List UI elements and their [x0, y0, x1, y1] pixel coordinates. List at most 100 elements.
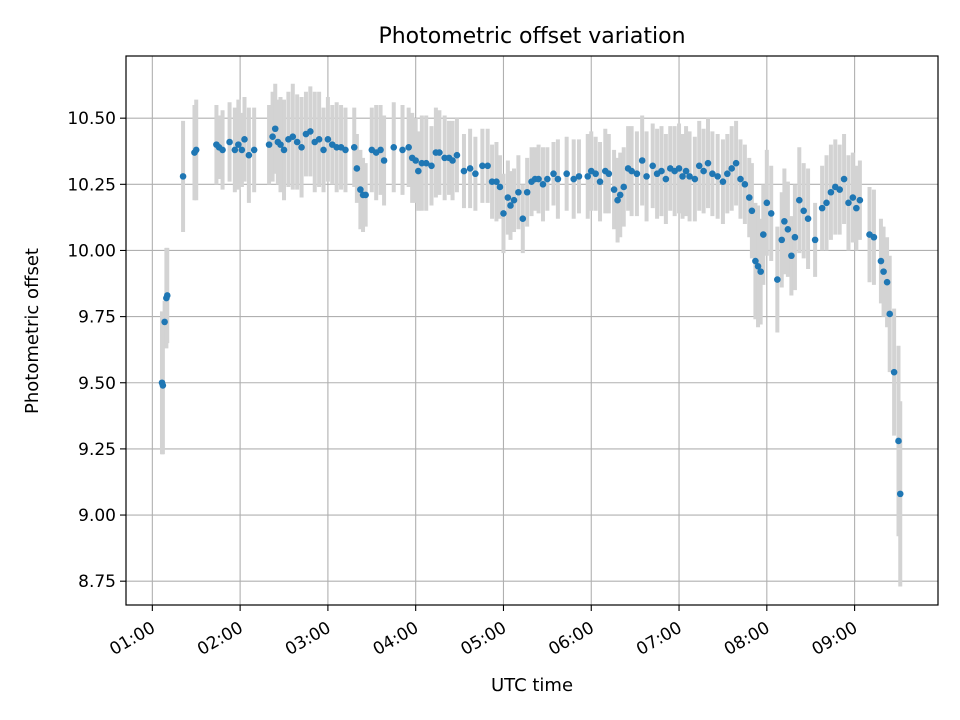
data-point [479, 162, 486, 170]
data-point [539, 181, 547, 188]
data-point [159, 382, 167, 389]
data-point [778, 236, 786, 244]
data-point [800, 207, 807, 215]
y-tick-label: 9.25 [78, 440, 116, 460]
data-point [840, 175, 848, 183]
data-point [767, 210, 775, 217]
data-point [226, 138, 233, 146]
y-tick-label: 10.50 [67, 109, 116, 129]
data-point [405, 143, 412, 151]
data-point [519, 215, 527, 223]
data-point [788, 252, 795, 260]
data-point [633, 170, 641, 178]
data-point [845, 199, 852, 207]
chart-title: Photometric offset variation [378, 24, 685, 49]
data-point [741, 181, 749, 188]
data-point [757, 268, 764, 275]
data-point [596, 178, 604, 185]
data-point [853, 204, 860, 212]
data-point [515, 188, 522, 196]
data-point [679, 173, 686, 180]
data-point [554, 175, 562, 183]
data-point [436, 149, 443, 156]
data-point [691, 175, 699, 183]
data-point [390, 143, 398, 151]
data-point [791, 233, 799, 241]
y-axis-label: Photometric offset [22, 248, 43, 414]
data-point [682, 167, 690, 175]
data-point [289, 133, 297, 140]
data-point [737, 175, 744, 183]
data-point [298, 143, 305, 151]
data-point [245, 151, 253, 159]
data-point [610, 186, 618, 193]
data-point [484, 162, 491, 170]
data-point [510, 196, 518, 204]
data-point [377, 146, 384, 154]
data-point [161, 318, 168, 326]
data-point [575, 173, 583, 180]
data-point [238, 146, 246, 154]
data-point [811, 236, 819, 244]
data-point [415, 167, 422, 175]
data-point [614, 196, 621, 204]
data-point [277, 141, 284, 148]
data-point [550, 170, 557, 178]
data-point [399, 146, 406, 154]
data-point [714, 173, 721, 180]
data-point [241, 136, 248, 143]
data-point [823, 199, 830, 207]
data-point [605, 170, 613, 178]
data-point [422, 159, 430, 167]
data-point [686, 173, 693, 180]
data-point [357, 186, 364, 193]
data-point [895, 437, 902, 445]
data-point [428, 162, 435, 170]
data-point [781, 218, 788, 225]
data-point [883, 278, 891, 286]
data-point [507, 202, 514, 209]
data-point [342, 146, 349, 154]
data-point [500, 210, 507, 217]
data-point [628, 167, 635, 175]
data-point [709, 170, 716, 178]
data-point [728, 165, 736, 172]
data-point [886, 310, 894, 318]
data-point [472, 170, 479, 178]
y-tick-label: 9.00 [78, 506, 116, 526]
data-point [250, 146, 258, 154]
data-point [265, 141, 273, 148]
data-point [449, 157, 456, 164]
data-point [649, 162, 657, 170]
data-point [616, 191, 624, 199]
data-point [493, 178, 500, 185]
data-point [269, 133, 276, 140]
plot-frame [125, 55, 939, 606]
data-point [350, 143, 358, 151]
data-point [380, 157, 388, 164]
y-tick-label: 10.25 [67, 175, 116, 195]
data-point [293, 138, 301, 146]
y-tick-label: 9.50 [78, 374, 116, 394]
data-point [620, 183, 628, 191]
data-point [760, 231, 767, 238]
data-point [280, 146, 288, 154]
data-point [836, 186, 843, 193]
data-point [460, 167, 468, 175]
data-point [523, 188, 531, 196]
data-point [504, 194, 512, 201]
data-point [584, 173, 592, 180]
y-tick-label: 9.75 [78, 308, 116, 328]
data-point [219, 146, 226, 154]
data-point [362, 191, 369, 199]
data-point [763, 199, 771, 207]
data-point [179, 173, 187, 180]
data-point [662, 175, 670, 183]
data-point [880, 268, 887, 275]
data-point [870, 233, 878, 241]
data-point [231, 146, 239, 154]
data-point [856, 196, 864, 204]
data-point [796, 196, 803, 204]
data-point [896, 490, 904, 498]
data-point [315, 136, 323, 143]
